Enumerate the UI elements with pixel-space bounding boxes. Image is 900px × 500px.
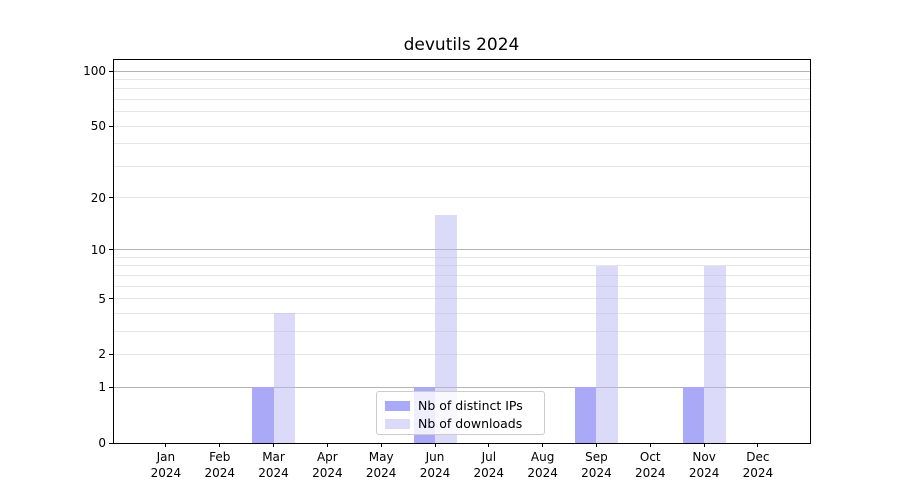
legend-entry-distinct-ips: Nb of distinct IPs (385, 397, 536, 414)
bar-downloads (704, 265, 726, 443)
chart-title: devutils 2024 (403, 35, 520, 55)
x-tick-mark (273, 443, 275, 447)
gridline-minor (113, 78, 810, 80)
gridline-minor (113, 88, 810, 90)
x-tick-label: Nov 2024 (688, 450, 720, 480)
y-tick-mark (108, 70, 113, 72)
x-tick-mark (595, 443, 597, 447)
gridline-minor (113, 265, 810, 267)
y-tick-label: 0 (98, 436, 106, 450)
x-tick-label: Aug 2024 (527, 450, 558, 480)
x-tick-label: Jan 2024 (150, 450, 182, 480)
x-tick-label: Feb 2024 (204, 450, 235, 480)
gridline-minor (113, 197, 810, 199)
gridline-minor (113, 274, 810, 276)
bar-downloads (596, 265, 618, 443)
bar-downloads (273, 313, 296, 443)
x-tick-mark (757, 443, 759, 447)
y-tick-mark (108, 298, 113, 300)
x-tick-label: Mar 2024 (258, 450, 289, 480)
gridline-major (113, 70, 810, 72)
x-tick-label: Sep 2024 (581, 450, 612, 480)
x-tick-mark (380, 443, 382, 447)
gridline-minor (113, 98, 810, 100)
gridline-minor (113, 125, 810, 127)
gridline-minor (113, 143, 810, 145)
x-tick-label: Jul 2024 (473, 450, 505, 480)
legend-swatch-distinct-ips (385, 400, 410, 411)
y-tick-mark (108, 353, 113, 355)
gridline-minor (113, 111, 810, 113)
y-tick-mark (108, 249, 113, 251)
gridline-major (113, 249, 810, 251)
gridline-minor (113, 165, 810, 167)
y-tick-mark (108, 125, 113, 127)
legend-swatch-downloads (385, 418, 410, 429)
x-tick-label: May 2024 (365, 450, 397, 480)
gridline-minor (113, 330, 810, 332)
x-tick-label: Dec 2024 (742, 450, 774, 480)
gridline-minor (113, 285, 810, 287)
y-tick-mark (108, 442, 113, 444)
y-tick-label: 2 (98, 347, 106, 362)
x-tick-mark (165, 443, 167, 447)
gridline-minor (113, 312, 810, 314)
y-tick-label: 10 (90, 242, 106, 257)
y-tick-label: 5 (98, 291, 106, 306)
x-tick-mark (326, 443, 328, 447)
x-tick-label: Oct 2024 (634, 450, 666, 480)
legend-label-downloads: Nb of downloads (418, 416, 523, 431)
x-tick-label: Apr 2024 (312, 450, 343, 480)
plot-spine-bottom (112, 442, 811, 444)
bar-distinct-ips (252, 387, 274, 443)
legend-label-distinct-ips: Nb of distinct IPs (418, 398, 523, 413)
y-tick-label: 100 (83, 64, 106, 78)
plot-spine-left (112, 58, 114, 444)
x-tick-mark (488, 443, 490, 447)
legend: Nb of distinct IPs Nb of downloads (376, 391, 545, 435)
y-tick-mark (108, 197, 113, 199)
plot-spine-right (809, 58, 811, 444)
legend-entry-downloads: Nb of downloads (385, 415, 536, 432)
y-tick-label: 50 (90, 119, 106, 134)
plot-spine-top (112, 58, 811, 60)
y-tick-mark (108, 386, 113, 388)
gridline-minor (113, 298, 810, 300)
bar-downloads (435, 214, 457, 443)
bar-distinct-ips (682, 387, 705, 443)
x-tick-mark (434, 443, 436, 447)
bar-distinct-ips (574, 387, 597, 443)
x-tick-mark (649, 443, 651, 447)
gridline-major (113, 386, 810, 388)
x-tick-mark (219, 443, 221, 447)
y-tick-label: 1 (98, 380, 106, 395)
gridline-minor (113, 353, 810, 355)
x-tick-mark (542, 443, 544, 447)
x-tick-mark (703, 443, 705, 447)
x-tick-label: Jun 2024 (419, 450, 451, 480)
y-tick-label: 20 (90, 190, 106, 205)
gridline-minor (113, 256, 810, 258)
